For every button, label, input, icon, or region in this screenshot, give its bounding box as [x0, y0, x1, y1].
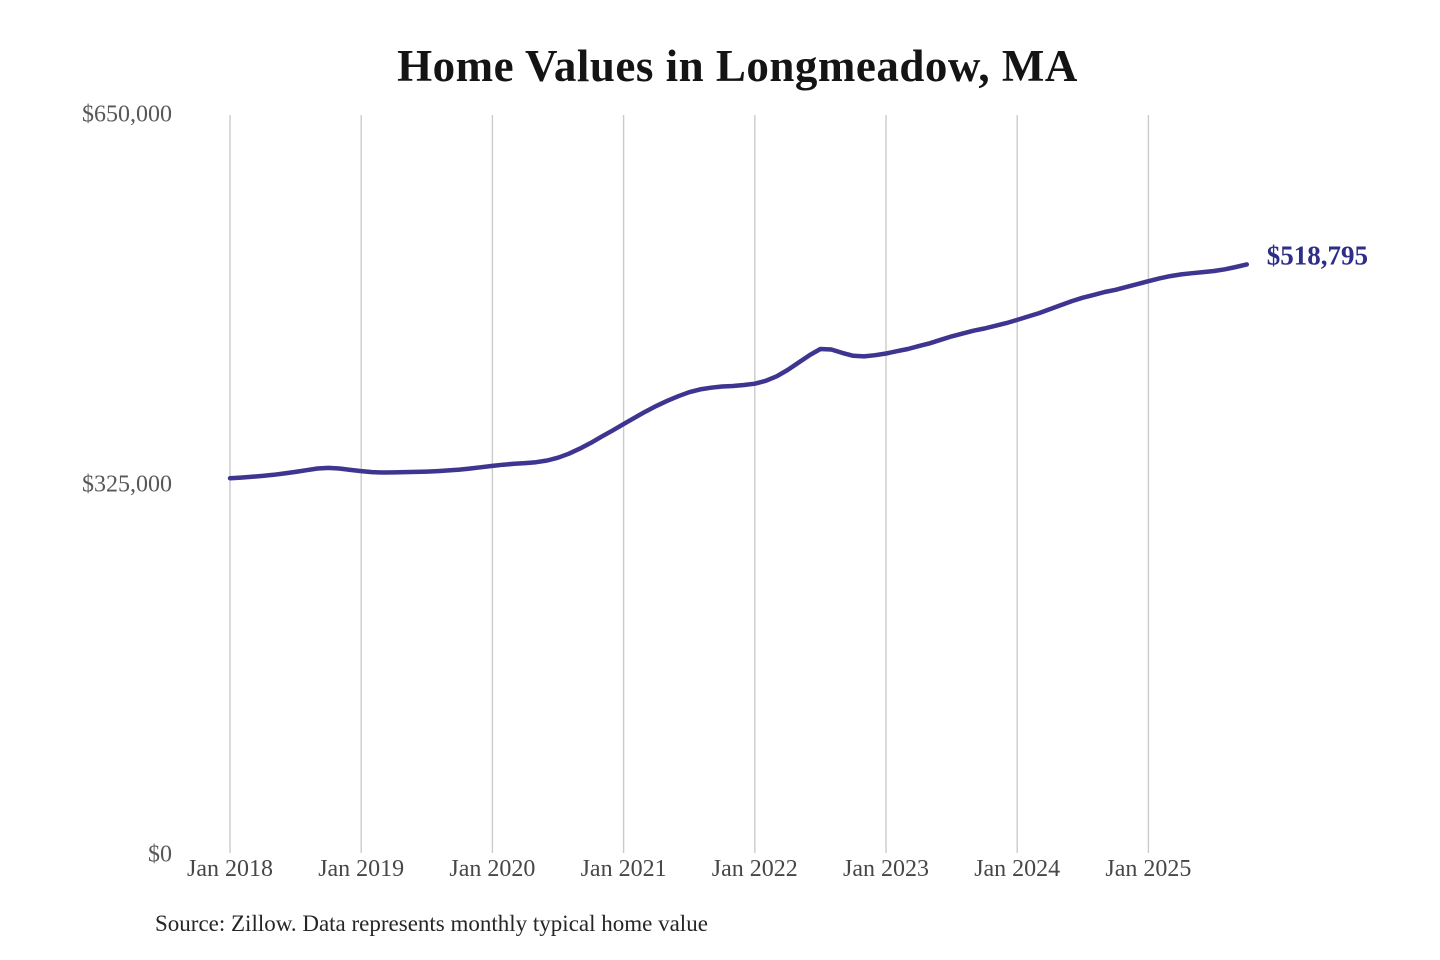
- chart-title: Home Values in Longmeadow, MA: [397, 41, 1078, 91]
- x-axis-label: Jan 2019: [318, 856, 405, 882]
- x-axis-label: Jan 2021: [580, 856, 667, 882]
- end-value-label: $518,795: [1266, 240, 1369, 271]
- source-note: Source: Zillow. Data represents monthly …: [155, 911, 708, 936]
- y-axis-label: $650,000: [82, 101, 172, 128]
- home-value-line: [227, 262, 1250, 481]
- x-axis-label: Jan 2024: [974, 856, 1061, 882]
- x-axis-label: Jan 2020: [449, 856, 536, 882]
- x-axis-label: Jan 2018: [187, 856, 273, 882]
- y-axis-label: $0: [148, 841, 172, 868]
- x-axis-label: Jan 2022: [711, 856, 798, 882]
- y-axis-label: $325,000: [82, 471, 172, 498]
- x-axis-label: Jan 2025: [1105, 856, 1192, 882]
- x-axis-label: Jan 2023: [843, 856, 929, 882]
